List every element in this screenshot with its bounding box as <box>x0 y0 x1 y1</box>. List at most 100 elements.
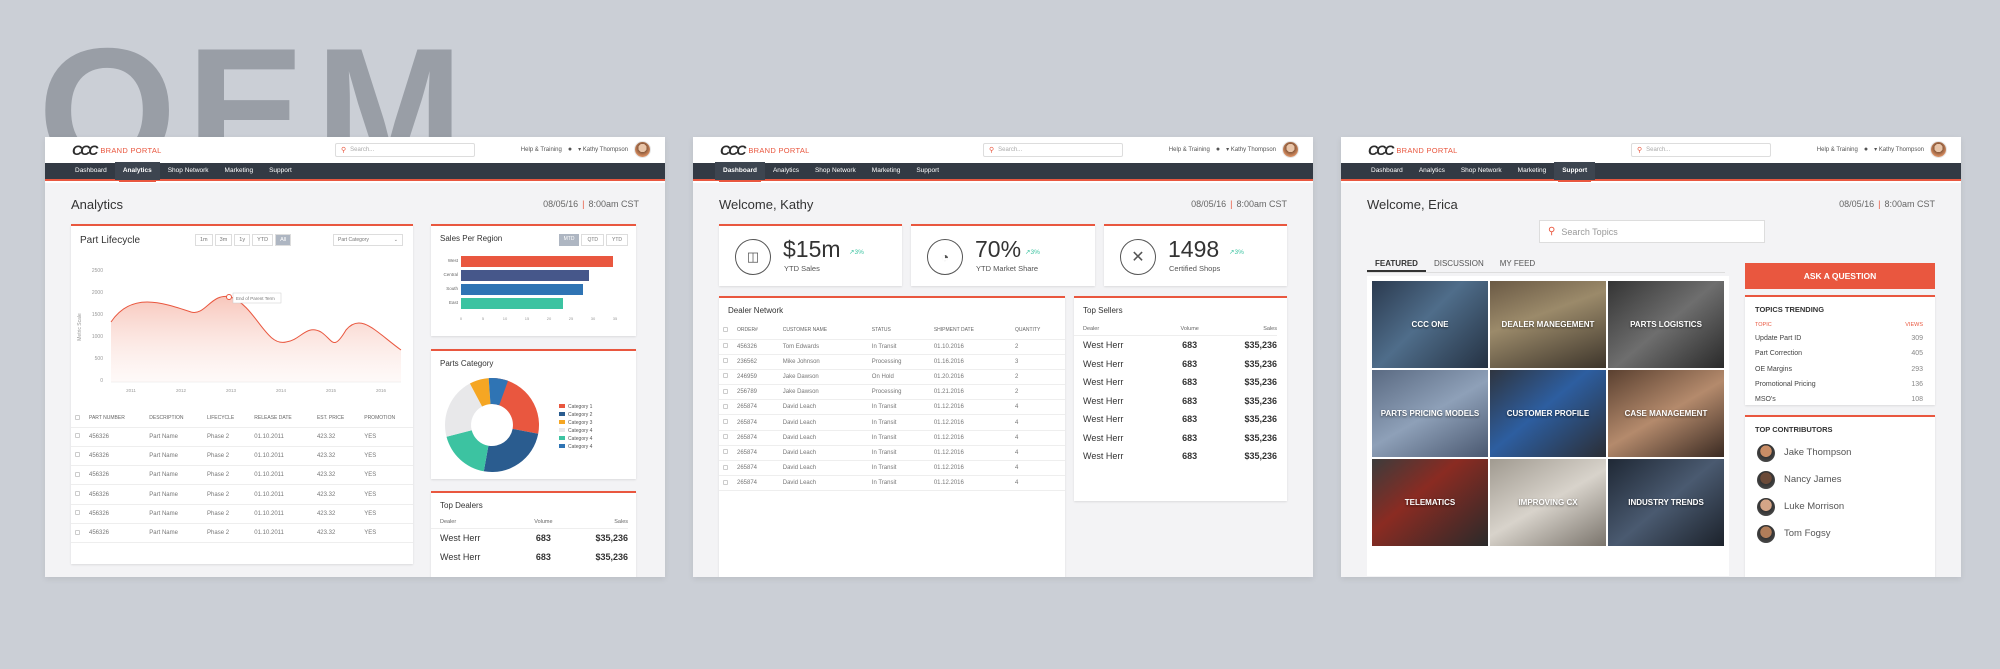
contributor-item[interactable]: Jake Thompson <box>1745 439 1935 466</box>
table-row[interactable]: 265874 David Leach In Transit 01.12.2016 4 <box>719 445 1065 462</box>
category-select[interactable]: Part Category ⌄ <box>333 234 403 246</box>
tile-industry-trends[interactable]: INDUSTRY TRENDS <box>1608 459 1724 546</box>
table-row[interactable]: West Herr 683 $35,236 <box>1083 340 1277 351</box>
range-all[interactable]: All <box>275 234 292 246</box>
row-checkbox[interactable] <box>723 358 728 364</box>
data-point-marker[interactable] <box>226 294 232 300</box>
range-ytd[interactable]: YTD <box>252 234 274 246</box>
col-shipment-date[interactable]: SHIPMENT DATE <box>929 322 1012 340</box>
nav-analytics[interactable]: Analytics <box>772 167 799 174</box>
col-est-price[interactable]: EST. PRICE <box>312 410 361 428</box>
nav-shop-network[interactable]: Shop Network <box>814 167 856 174</box>
nav-support[interactable]: Support <box>1554 162 1596 182</box>
table-row[interactable]: 246959 Jake Dawson On Hold 01.20.2016 2 <box>719 369 1065 386</box>
topic-search-input[interactable]: ⚲ Search Topics <box>1539 220 1765 243</box>
tile-parts-logistics[interactable]: PARTS LOGISTICS <box>1608 281 1724 368</box>
help-training-link[interactable]: Help & Training <box>520 146 562 153</box>
table-row[interactable]: 265874 David Leach In Transit 01.12.2016 4 <box>719 414 1065 431</box>
col-lifecycle[interactable]: LIFECYCLE <box>203 410 251 428</box>
bell-icon[interactable]: ● <box>1215 146 1221 153</box>
range-3m[interactable]: 3m <box>214 234 233 246</box>
brand-logo[interactable]: CCC BRAND PORTAL <box>72 142 162 158</box>
col-order[interactable]: ORDER# <box>733 322 779 340</box>
tile-parts-pricing-models[interactable]: PARTS PRICING MODELS <box>1372 370 1488 457</box>
select-all-checkbox[interactable] <box>75 414 80 420</box>
table-row[interactable]: 456326 Part Name Phase 2 01.10.2011 423.32 YE… <box>71 446 413 467</box>
nav-shop-network[interactable]: Shop Network <box>1460 167 1502 174</box>
trending-topic-item[interactable]: OE Margins 293 <box>1745 362 1935 377</box>
row-checkbox[interactable] <box>723 464 728 470</box>
bell-icon[interactable]: ● <box>567 146 573 153</box>
col-part-number[interactable]: PART NUMBER <box>85 410 146 428</box>
trending-topic-item[interactable]: Promotional Pricing 136 <box>1745 377 1935 392</box>
table-row[interactable]: 456326 Part Name Phase 2 01.10.2011 423.32 YE… <box>71 504 413 524</box>
col-description[interactable]: DESCRIPTION <box>145 410 204 428</box>
nav-dashboard[interactable]: Dashboard <box>715 162 765 182</box>
tile-dealer-management[interactable]: DEALER MANEGEMENT <box>1490 281 1606 368</box>
trending-topic-item[interactable]: Part Correction 405 <box>1745 346 1935 361</box>
contributor-item[interactable]: Tom Fogsy <box>1745 520 1935 547</box>
table-row[interactable]: West Herr 683 $35,236 <box>1083 432 1277 443</box>
tile-customer-profile[interactable]: CUSTOMER PROFILE <box>1490 370 1606 457</box>
nav-marketing[interactable]: Marketing <box>1517 167 1547 174</box>
range-1m[interactable]: 1m <box>195 234 213 246</box>
table-row[interactable]: 456326 Tom Edwards In Transit 01.10.2016 2 <box>719 339 1065 355</box>
row-checkbox[interactable] <box>75 471 80 477</box>
tile-telematics[interactable]: TELEMATICS <box>1372 459 1488 546</box>
trending-topic-item[interactable]: Update Part ID 309 <box>1745 331 1935 346</box>
bell-icon[interactable]: ● <box>1863 146 1869 153</box>
row-checkbox[interactable] <box>723 403 728 409</box>
ask-question-button[interactable]: ASK A QUESTION <box>1745 263 1935 289</box>
row-checkbox[interactable] <box>723 388 728 394</box>
table-row[interactable]: 456326 Part Name Phase 2 01.10.2011 423.32 YE… <box>71 465 413 486</box>
contributor-item[interactable]: Luke Morrison <box>1745 493 1935 520</box>
nav-shop-network[interactable]: Shop Network <box>167 167 209 174</box>
tab-featured[interactable]: FEATURED <box>1367 259 1426 272</box>
range-1y[interactable]: 1y <box>234 234 251 246</box>
row-checkbox[interactable] <box>723 373 728 379</box>
user-menu[interactable]: ▾ Kathy Thompson <box>1226 147 1276 153</box>
table-row[interactable]: 236562 Mike Johnson Processing 01.16.2016 3 <box>719 354 1065 370</box>
table-row[interactable]: West Herr 683 $35,236 <box>1083 414 1277 425</box>
search-input[interactable]: ⚲ Search... <box>335 143 475 157</box>
nav-marketing[interactable]: Marketing <box>224 167 254 174</box>
tab-my-feed[interactable]: MY FEED <box>1499 259 1536 268</box>
brand-logo[interactable]: CCC BRAND PORTAL <box>1368 142 1458 158</box>
nav-dashboard[interactable]: Dashboard <box>75 167 107 174</box>
avatar[interactable] <box>634 141 651 158</box>
trending-topic-item[interactable]: MSO's 108 <box>1745 392 1935 407</box>
table-row[interactable]: 456326 Part Name Phase 2 01.10.2011 423.32 YE… <box>71 523 413 544</box>
table-row[interactable]: 265874 David Leach In Transit 01.12.2016 4 <box>719 475 1065 492</box>
nav-dashboard[interactable]: Dashboard <box>1371 167 1403 174</box>
row-checkbox[interactable] <box>723 449 728 455</box>
search-input[interactable]: ⚲ Search... <box>1631 143 1771 157</box>
user-menu[interactable]: ▾ Kathy Thompson <box>578 147 628 153</box>
table-row[interactable]: West Herr 683 $35,236 <box>1083 395 1277 406</box>
table-row[interactable]: West Herr 683 $35,236 <box>1083 358 1277 369</box>
row-checkbox[interactable] <box>723 343 728 349</box>
col-status[interactable]: STATUS <box>867 322 930 340</box>
table-row[interactable]: 456326 Part Name Phase 2 01.10.2011 423.32 YE… <box>71 427 413 447</box>
nav-analytics[interactable]: Analytics <box>1418 167 1445 174</box>
col-quantity[interactable]: QUANTITY <box>1011 322 1065 340</box>
row-checkbox[interactable] <box>723 434 728 440</box>
row-checkbox[interactable] <box>723 479 728 485</box>
brand-logo[interactable]: CCC BRAND PORTAL <box>720 142 810 158</box>
nav-analytics[interactable]: Analytics <box>114 162 160 182</box>
tile-case-management[interactable]: CASE MANAGEMENT <box>1608 370 1724 457</box>
avatar[interactable] <box>1282 141 1299 158</box>
table-row[interactable]: West Herr 683 $35,236 <box>1083 377 1277 388</box>
table-row[interactable]: 265874 David Leach In Transit 01.12.2016 4 <box>719 430 1065 446</box>
select-all-checkbox[interactable] <box>723 326 728 332</box>
row-checkbox[interactable] <box>75 529 80 535</box>
help-training-link[interactable]: Help & Training <box>1168 146 1210 153</box>
row-checkbox[interactable] <box>75 510 80 516</box>
row-checkbox[interactable] <box>75 452 80 458</box>
table-row[interactable]: 265874 David Leach In Transit 01.12.2016 4 <box>719 399 1065 416</box>
col-release-date[interactable]: RELEASE DATE <box>250 410 313 428</box>
row-checkbox[interactable] <box>75 433 80 439</box>
row-checkbox[interactable] <box>723 419 728 425</box>
nav-marketing[interactable]: Marketing <box>871 167 901 174</box>
table-row[interactable]: 265874 David Leach In Transit 01.12.2016 4 <box>719 460 1065 477</box>
help-training-link[interactable]: Help & Training <box>1816 146 1858 153</box>
